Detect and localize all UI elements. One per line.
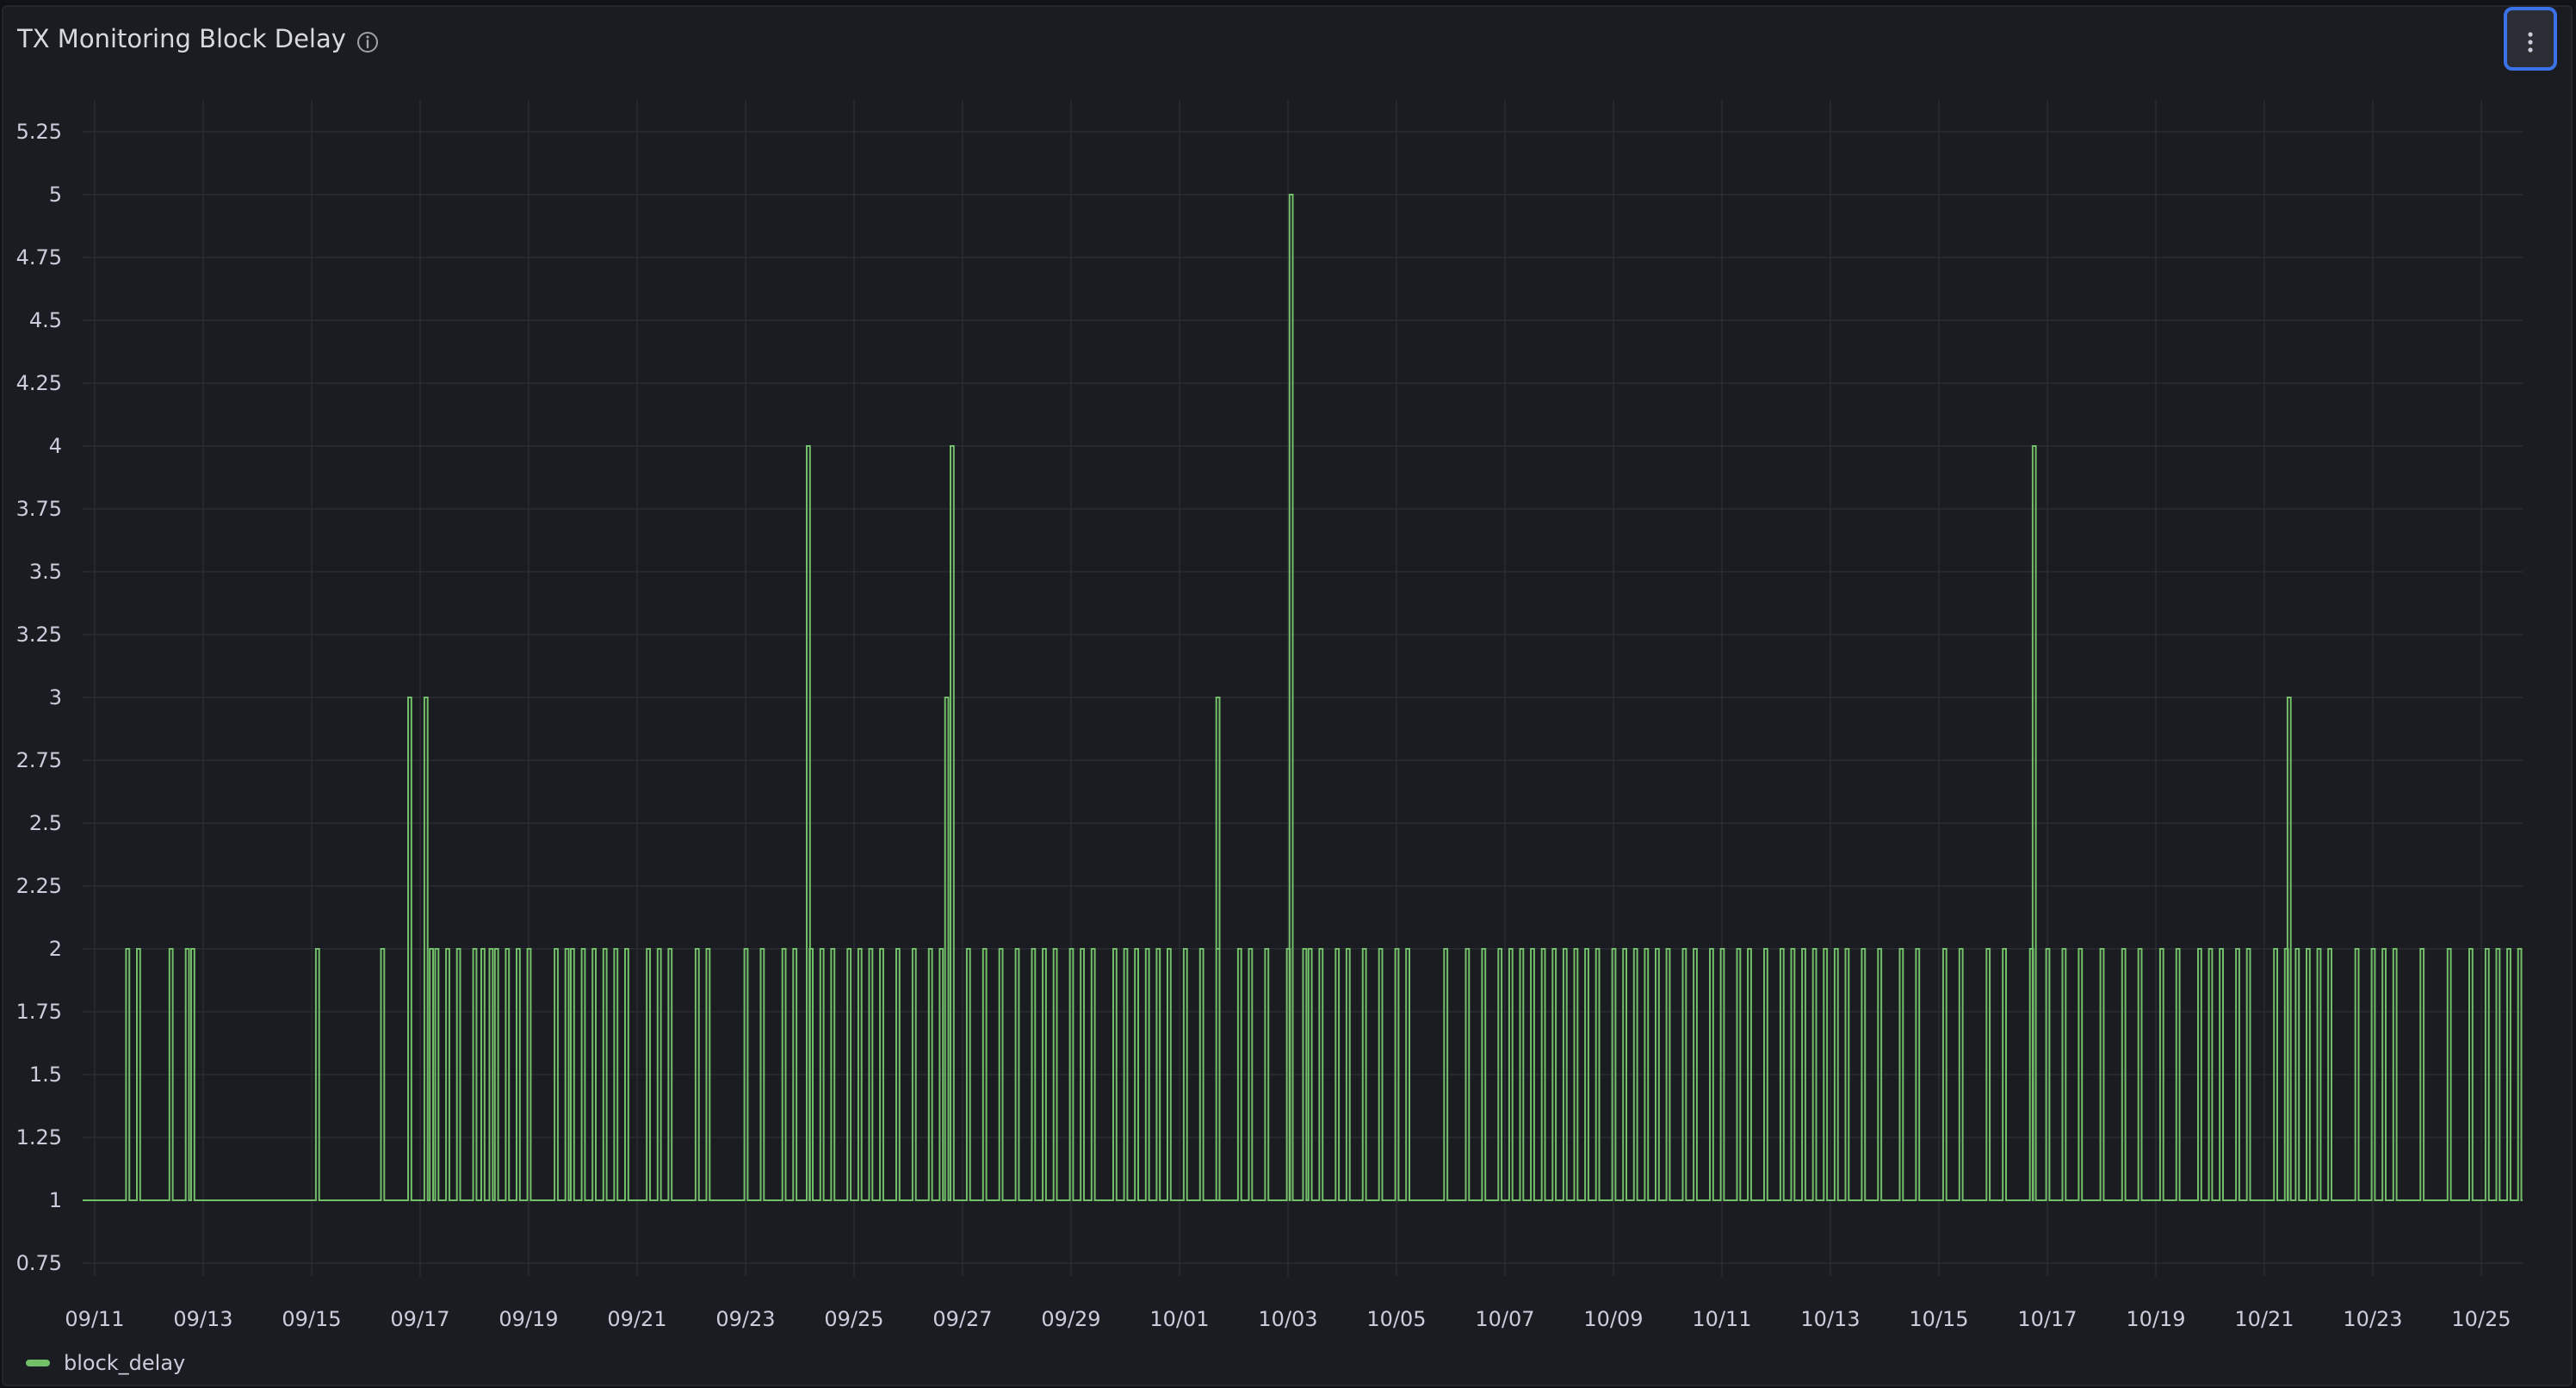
y-tick-label: 4.25	[16, 371, 62, 395]
x-tick-label: 09/13	[173, 1307, 232, 1331]
y-tick-label: 2.75	[16, 748, 62, 772]
y-tick-label: 1.25	[16, 1125, 62, 1149]
x-tick-label: 10/09	[1583, 1307, 1643, 1331]
x-tick-label: 10/11	[1692, 1307, 1751, 1331]
y-tick-label: 4.75	[16, 245, 62, 270]
legend-swatch	[26, 1360, 50, 1366]
x-tick-label: 09/27	[932, 1307, 992, 1331]
x-tick-label: 09/17	[390, 1307, 449, 1331]
x-tick-label: 09/29	[1041, 1307, 1100, 1331]
x-tick-label: 10/07	[1475, 1307, 1534, 1331]
kebab-menu-icon	[2528, 32, 2533, 53]
y-tick-label: 4.5	[29, 308, 62, 332]
x-tick-label: 10/17	[2017, 1307, 2077, 1331]
x-tick-label: 10/23	[2343, 1307, 2402, 1331]
y-tick-label: 2.5	[29, 811, 62, 835]
panel: TX Monitoring Block Delay 0.75 1 1.25 1.5 1.…	[2, 5, 2573, 1386]
panel-title: TX Monitoring Block Delay	[17, 24, 346, 53]
chart: 0.75 1 1.25 1.5 1.75 2 2.25 2.5 2.75 3 3.25 3.5 3.75…	[16, 100, 2523, 1331]
y-tick-label: 3.75	[16, 497, 62, 521]
series-line-block-delay	[83, 194, 2523, 1201]
x-tick-label: 10/15	[1909, 1307, 1968, 1331]
x-tick-label: 09/21	[607, 1307, 666, 1331]
panel-header: TX Monitoring Block Delay	[3, 7, 2571, 69]
x-tick-label: 10/03	[1258, 1307, 1317, 1331]
y-tick-label: 3.25	[16, 623, 62, 647]
y-tick-label: 1	[49, 1188, 62, 1212]
x-tick-label: 10/01	[1149, 1307, 1209, 1331]
y-tick-label: 1.75	[16, 1000, 62, 1024]
x-tick-label: 09/15	[282, 1307, 341, 1331]
legend-label: block_delay	[64, 1351, 186, 1375]
y-tick-label: 5	[49, 183, 62, 207]
x-tick-label: 10/13	[1800, 1307, 1860, 1331]
y-tick-label: 3	[49, 685, 62, 709]
y-tick-label: 2	[49, 937, 62, 961]
y-tick-label: 5.25	[16, 120, 62, 144]
x-tick-label: 09/23	[715, 1307, 775, 1331]
x-tick-label: 09/11	[65, 1307, 124, 1331]
y-tick-label: 0.75	[16, 1251, 62, 1275]
x-tick-label: 10/25	[2451, 1307, 2511, 1331]
x-tick-label: 10/19	[2126, 1307, 2185, 1331]
x-tick-label: 10/21	[2234, 1307, 2294, 1331]
y-tick-label: 1.5	[29, 1063, 62, 1087]
x-tick-label: 09/25	[824, 1307, 883, 1331]
panel-menu-button[interactable]	[2504, 7, 2557, 71]
info-circle-icon[interactable]	[355, 29, 381, 55]
y-tick-label: 2.25	[16, 874, 62, 898]
y-tick-label: 4	[49, 434, 62, 458]
legend[interactable]: block_delay	[26, 1350, 185, 1376]
x-tick-label: 09/19	[498, 1307, 558, 1331]
y-tick-label: 3.5	[29, 560, 62, 584]
x-tick-label: 10/05	[1366, 1307, 1426, 1331]
